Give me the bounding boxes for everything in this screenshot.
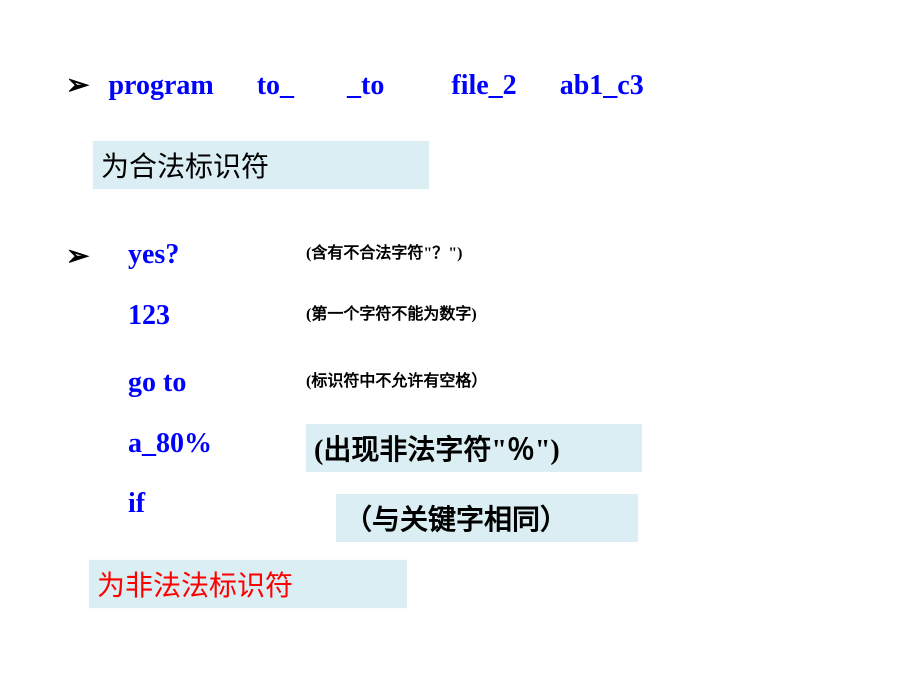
invalid-id-1: 123 <box>128 300 170 332</box>
valid-token-0: program <box>108 70 213 101</box>
valid-token-2: _to <box>347 70 384 101</box>
bullet-invalid <box>66 239 101 273</box>
invalid-id-2: go to <box>128 367 186 399</box>
invalid-id-3: a_80% <box>128 428 212 460</box>
valid-token-3: file_2 <box>451 70 516 101</box>
invalid-reason-1: (第一个字符不能为数字) <box>306 300 477 324</box>
invalid-label-box: 为非法法标识符 <box>88 559 408 609</box>
invalid-reason-2: (标识符中不允许有空格） <box>306 367 487 391</box>
valid-token-1: to_ <box>257 70 294 101</box>
invalid-reason-0: (含有不合法字符"？") <box>306 239 462 263</box>
valid-token-4: ab1_c3 <box>560 70 644 101</box>
valid-label-box: 为合法标识符 <box>92 140 430 190</box>
invalid-reason-3: (出现非法字符"％") <box>306 424 642 472</box>
invalid-id-4: if <box>128 488 145 520</box>
bullet-valid: program to_ _to file_2 ab1_c3 <box>66 68 644 102</box>
invalid-id-0: yes? <box>128 239 179 271</box>
invalid-reason-4: （与关键字相同） <box>336 494 638 542</box>
